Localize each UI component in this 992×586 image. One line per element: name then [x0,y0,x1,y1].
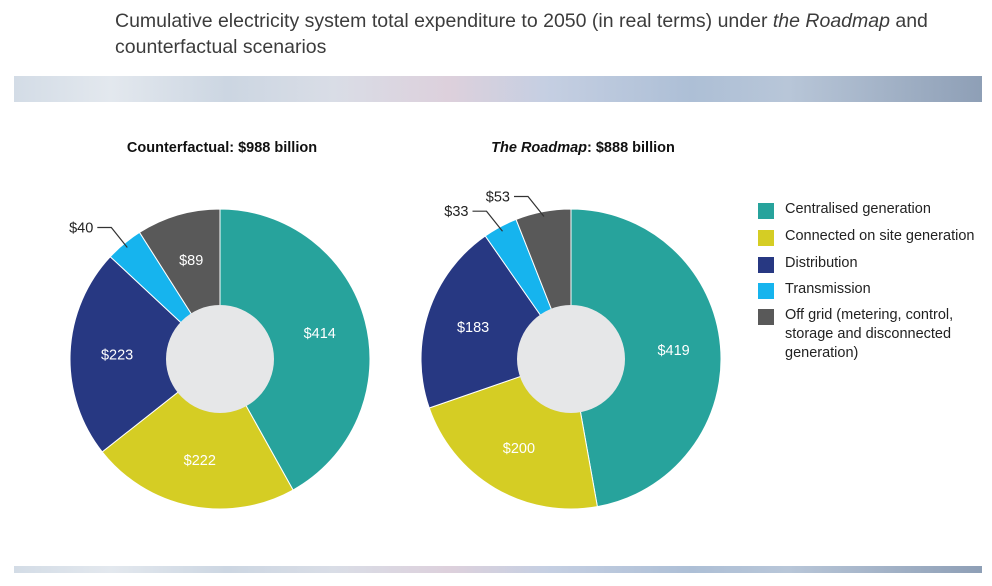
slice-label: $40 [69,221,93,237]
slice-label: $200 [503,441,535,457]
title-part1: Cumulative electricity system total expe… [115,10,773,32]
donut-hole [166,305,274,413]
chart-title: Cumulative electricity system total expe… [115,8,975,60]
legend-swatch [758,309,774,325]
slice-0-1 [101,358,294,510]
legend-item-connected: Connected on site generation [758,227,983,246]
title-part2: and counterfactual scenarios [115,10,928,58]
leader-line [472,210,503,232]
slice-label: $222 [184,453,216,469]
leader-line [97,226,128,248]
legend-item-centralised: Centralised generation [758,200,983,219]
legend-item-distribution: Distribution [758,254,983,273]
slice-0-2 [69,256,221,453]
slice-1-0 [570,208,722,508]
pie-title-roadmap: The Roadmap: $888 billion [491,140,675,156]
donut-hole [517,305,625,413]
slice-label: $183 [457,320,489,336]
leader-line [514,195,545,217]
slice-0-0 [219,208,371,491]
pie-title-counterfactual: Counterfactual: $988 billion [126,140,318,156]
slice-label: $89 [179,253,203,269]
legend-swatch [758,203,774,219]
header-band [14,76,982,102]
slice-label: $53 [486,190,510,206]
slice-label: $33 [444,204,468,220]
legend-item-transmission: Transmission [758,280,983,299]
title-italic: the Roadmap [772,10,890,32]
legend-item-offgrid: Off grid (metering, control, storage and… [758,306,955,363]
footer-band [14,566,982,573]
legend-swatch [758,230,774,246]
slice-label: $223 [101,348,133,364]
slice-label: $414 [304,326,336,342]
slice-label: $419 [657,343,689,359]
legend-swatch [758,283,774,299]
legend-swatch [758,257,774,273]
legend: Centralised generation Connected on site… [758,200,983,363]
